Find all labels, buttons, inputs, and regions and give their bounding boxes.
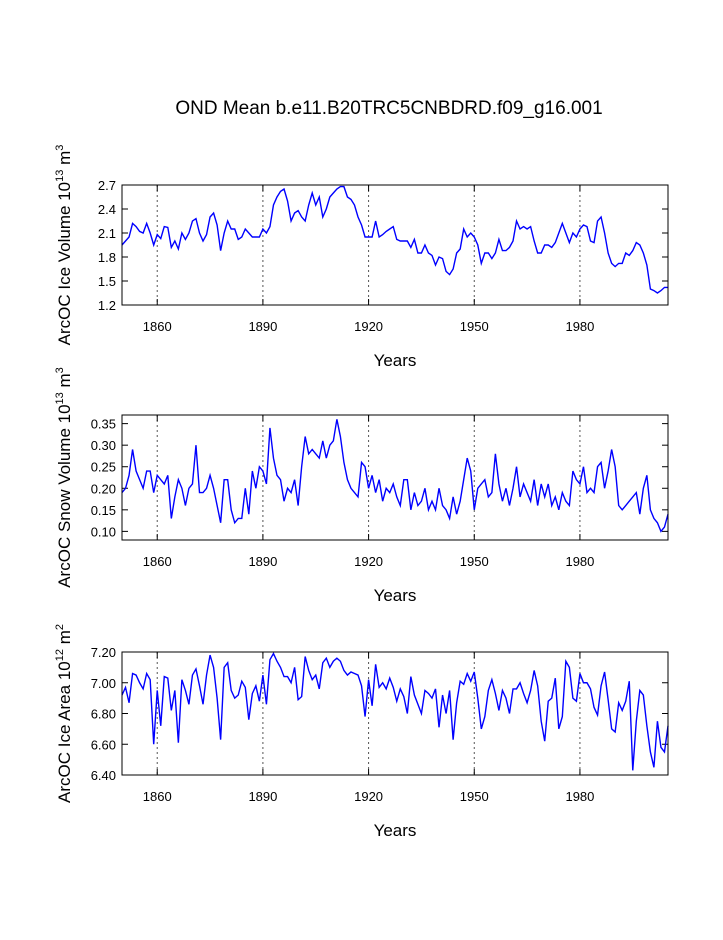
- x-tick-label: 1980: [565, 554, 594, 569]
- y-axis-label-exponent: 13: [54, 170, 66, 182]
- y-tick-label: 2.7: [98, 178, 116, 193]
- x-tick-label: 1950: [460, 789, 489, 804]
- x-tick-label: 1950: [460, 319, 489, 334]
- y-axis-label-exponent: 12: [54, 649, 66, 661]
- y-axis-label-part: ArcOC Ice Volume 10: [55, 182, 74, 345]
- y-axis-label-part: ArcOC Snow Volume 10: [55, 404, 74, 587]
- y-tick-label: 6.60: [91, 737, 116, 752]
- y-tick-label: 0.30: [91, 438, 116, 453]
- y-tick-label: 0.25: [91, 460, 116, 475]
- y-axis-label-exponent: 3: [54, 367, 66, 373]
- plot-frame: [121, 651, 669, 776]
- y-axis-label: ArcOC Snow Volume 1013 m3: [54, 367, 74, 588]
- y-axis-label: ArcOC Ice Area 1012 m2: [54, 624, 74, 803]
- y-tick-label: 1.2: [98, 298, 116, 313]
- y-tick-label: 6.80: [91, 707, 116, 722]
- plot-frame: [121, 184, 669, 306]
- y-tick-label: 1.5: [98, 274, 116, 289]
- x-tick-label: 1920: [354, 319, 383, 334]
- chart-title: OND Mean b.e11.B20TRC5CNBDRD.f09_g16.001: [175, 98, 602, 119]
- x-tick-label: 1950: [460, 554, 489, 569]
- x-axis-label: Years: [374, 821, 417, 840]
- x-tick-label: 1890: [248, 554, 277, 569]
- y-tick-label: 2.1: [98, 226, 116, 241]
- y-tick-label: 7.20: [91, 645, 116, 660]
- y-tick-label: 2.4: [98, 202, 116, 217]
- y-tick-label: 7.00: [91, 676, 116, 691]
- x-tick-label: 1860: [143, 319, 172, 334]
- y-axis-label-part: m: [55, 630, 74, 649]
- x-tick-label: 1980: [565, 319, 594, 334]
- x-axis-label: Years: [374, 351, 417, 370]
- y-axis-label-exponent: 13: [54, 392, 66, 404]
- data-line: [121, 419, 669, 533]
- y-axis-label: ArcOC Ice Volume 1013 m3: [54, 145, 74, 346]
- y-tick-label: 0.35: [91, 417, 116, 432]
- y-axis-label-part: ArcOC Ice Area 10: [55, 661, 74, 803]
- x-tick-label: 1920: [354, 789, 383, 804]
- y-tick-label: 0.10: [91, 524, 116, 539]
- y-axis-label-part: m: [55, 373, 74, 392]
- y-tick-label: 1.8: [98, 250, 116, 265]
- y-tick-label: 0.20: [91, 481, 116, 496]
- data-line: [121, 652, 669, 771]
- x-tick-label: 1920: [354, 554, 383, 569]
- y-axis-label-exponent: 2: [54, 624, 66, 630]
- x-tick-label: 1890: [248, 789, 277, 804]
- x-tick-label: 1980: [565, 789, 594, 804]
- x-tick-label: 1860: [143, 554, 172, 569]
- y-axis-label-exponent: 3: [54, 145, 66, 151]
- plot-frame: [121, 414, 669, 541]
- y-tick-label: 6.40: [91, 768, 116, 783]
- y-axis-label-part: m: [55, 151, 74, 170]
- x-tick-label: 1890: [248, 319, 277, 334]
- y-tick-label: 0.15: [91, 503, 116, 518]
- x-tick-label: 1860: [143, 789, 172, 804]
- x-axis-label: Years: [374, 586, 417, 605]
- data-line: [121, 185, 668, 294]
